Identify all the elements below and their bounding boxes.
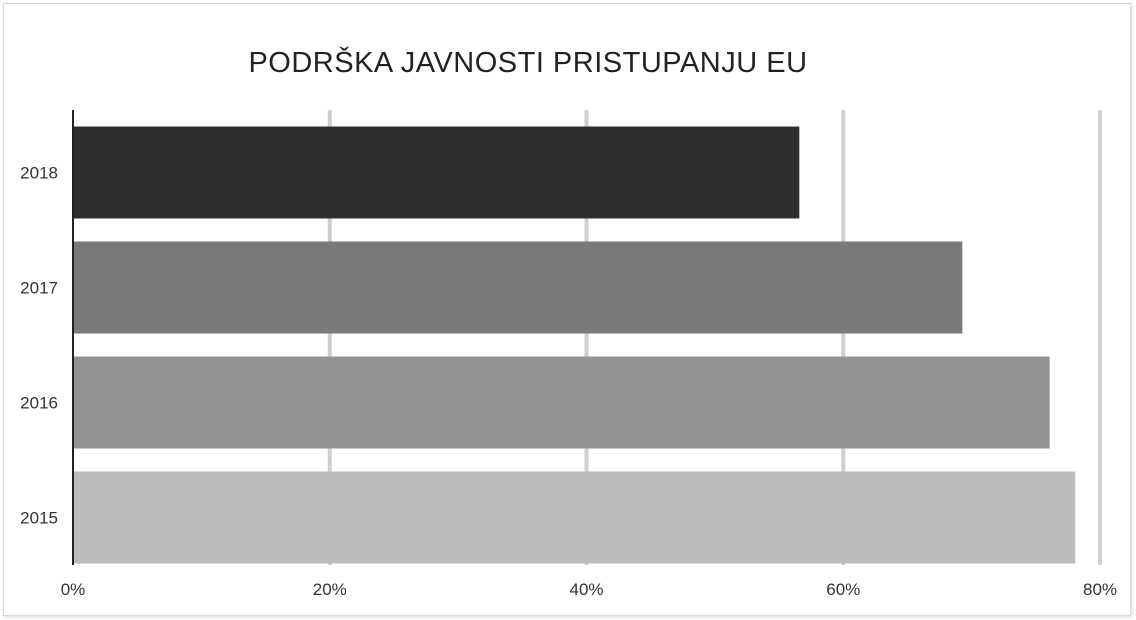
x-tick-label-60: 60% — [826, 580, 860, 599]
x-tick-label-20: 20% — [313, 580, 347, 599]
chart-title: PODRŠKA JAVNOSTI PRISTUPANJU EU — [248, 45, 807, 79]
y-tick-labels: 2018 2017 2016 2015 — [20, 164, 58, 528]
y-tick-label-2016: 2016 — [20, 394, 58, 413]
bar-2017 — [74, 241, 963, 334]
x-tick-label-40: 40% — [569, 580, 603, 599]
x-tick-label-0: 0% — [61, 580, 86, 599]
bars — [74, 126, 1076, 564]
bar-2015 — [74, 471, 1076, 564]
y-tick-label-2017: 2017 — [20, 279, 58, 298]
x-tick-labels: 0% 20% 40% 60% 80% — [61, 580, 1117, 599]
bar-2016 — [74, 356, 1050, 449]
x-tick-label-80: 80% — [1083, 580, 1117, 599]
bar-2018 — [74, 126, 800, 219]
y-tick-label-2015: 2015 — [20, 509, 58, 528]
y-tick-label-2018: 2018 — [20, 164, 58, 183]
